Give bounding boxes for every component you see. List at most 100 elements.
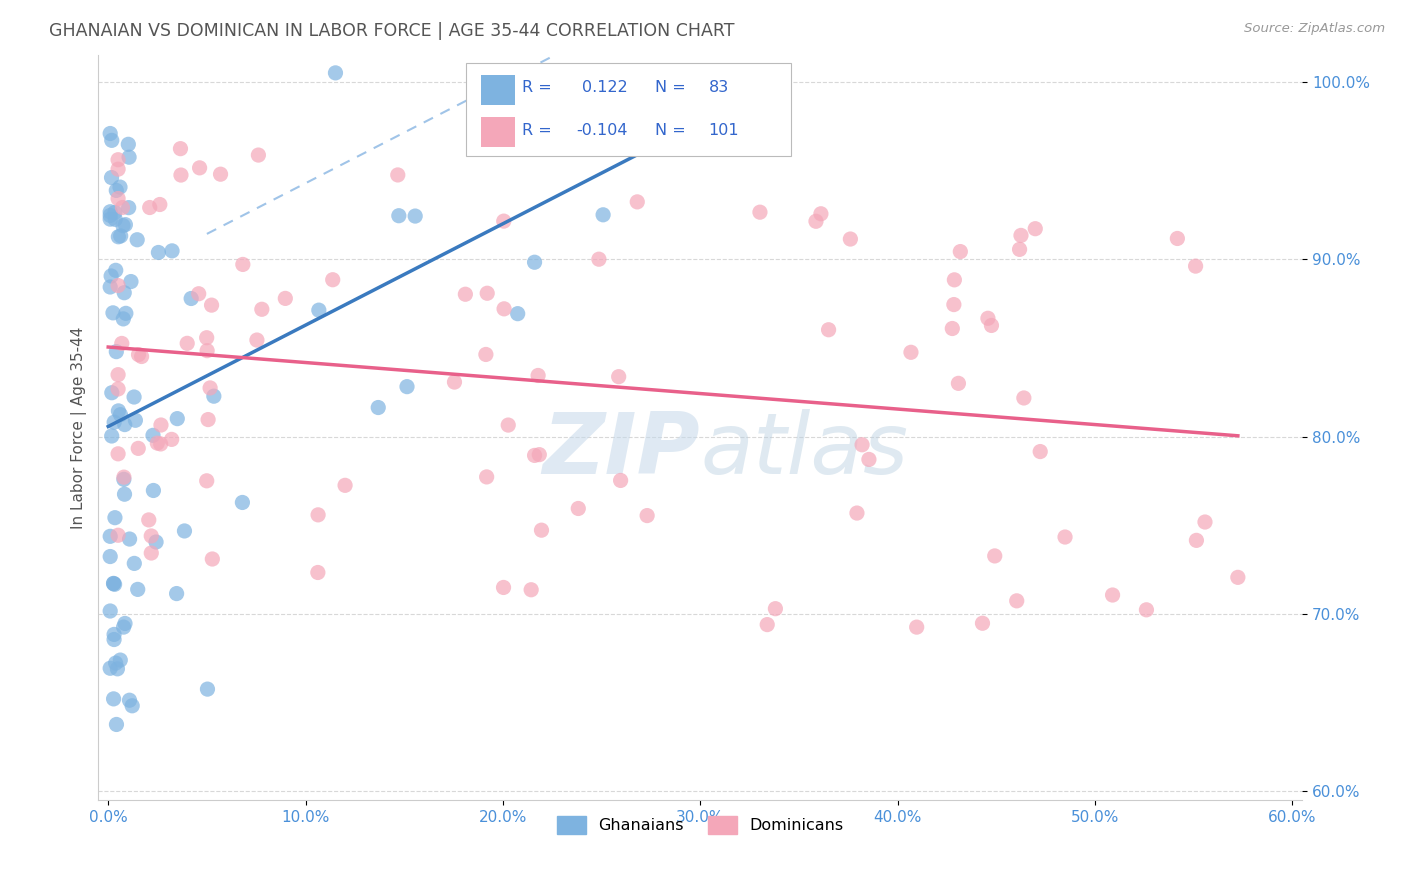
Point — [1005, 594, 1028, 608]
Point — [124, 413, 146, 427]
Point — [112, 620, 135, 634]
FancyBboxPatch shape — [481, 117, 515, 147]
Point — [617, 66, 640, 80]
Point — [1101, 588, 1123, 602]
Point — [131, 350, 153, 364]
Point — [188, 161, 211, 175]
Point — [477, 286, 499, 301]
Point — [110, 408, 132, 422]
Point — [141, 546, 163, 560]
Point — [117, 137, 139, 152]
Point — [98, 661, 121, 675]
Point — [980, 318, 1002, 333]
Point — [146, 436, 169, 450]
Text: N =: N = — [655, 123, 685, 138]
Point — [118, 150, 141, 164]
Point — [567, 501, 589, 516]
Point — [114, 417, 136, 432]
Point — [523, 449, 546, 463]
Point — [905, 620, 928, 634]
Point — [107, 368, 129, 382]
Point — [454, 287, 477, 301]
Point — [170, 168, 193, 182]
Point — [127, 582, 149, 597]
Point — [98, 549, 121, 564]
Point — [103, 576, 125, 591]
Point — [104, 205, 127, 219]
Point — [395, 379, 418, 393]
Point — [112, 311, 135, 326]
Point — [1185, 533, 1208, 548]
Point — [112, 285, 135, 300]
Text: GHANAIAN VS DOMINICAN IN LABOR FORCE | AGE 35-44 CORRELATION CHART: GHANAIAN VS DOMINICAN IN LABOR FORCE | A… — [49, 22, 735, 40]
Point — [1184, 259, 1206, 273]
Point — [506, 307, 529, 321]
Point — [530, 523, 553, 537]
Point — [104, 263, 127, 277]
Point — [103, 576, 125, 591]
Point — [111, 336, 134, 351]
Point — [127, 442, 149, 456]
Point — [977, 311, 1000, 326]
Point — [148, 245, 170, 260]
Point — [810, 207, 832, 221]
Point — [201, 552, 224, 566]
Point — [121, 698, 143, 713]
Point — [104, 510, 127, 524]
Point — [195, 474, 218, 488]
Point — [108, 180, 131, 194]
Point — [149, 417, 172, 432]
Point — [98, 204, 121, 219]
Point — [100, 170, 122, 185]
Text: 83: 83 — [709, 79, 728, 95]
Point — [115, 306, 138, 320]
Point — [527, 368, 550, 383]
Point — [592, 208, 614, 222]
Y-axis label: In Labor Force | Age 35-44: In Labor Force | Age 35-44 — [72, 326, 87, 529]
Point — [112, 470, 135, 484]
Point — [1029, 444, 1052, 458]
Point — [333, 478, 356, 492]
FancyBboxPatch shape — [481, 75, 515, 105]
Point — [197, 682, 219, 697]
Point — [1012, 391, 1035, 405]
Point — [231, 495, 253, 509]
Point — [114, 616, 136, 631]
Point — [114, 487, 136, 501]
Point — [120, 275, 142, 289]
Point — [114, 218, 136, 232]
Text: N =: N = — [655, 79, 685, 95]
Point — [180, 292, 202, 306]
Point — [367, 401, 389, 415]
Point — [107, 192, 129, 206]
Point — [107, 278, 129, 293]
Point — [111, 201, 134, 215]
Point — [105, 344, 128, 359]
Point — [845, 506, 868, 520]
Point — [948, 376, 970, 391]
Point — [187, 286, 209, 301]
Point — [322, 273, 344, 287]
Point — [325, 66, 347, 80]
Point — [246, 333, 269, 347]
Point — [122, 390, 145, 404]
Point — [118, 201, 141, 215]
Point — [858, 452, 880, 467]
Point — [804, 214, 827, 228]
Point — [103, 415, 125, 429]
Point — [1010, 228, 1032, 243]
Point — [851, 438, 873, 452]
Point — [209, 167, 232, 181]
Point — [98, 529, 121, 543]
Point — [110, 653, 132, 667]
Point — [943, 273, 966, 287]
Point — [496, 418, 519, 433]
Point — [250, 302, 273, 317]
Text: 0.122: 0.122 — [582, 79, 628, 95]
Point — [492, 214, 515, 228]
Text: 101: 101 — [709, 123, 740, 138]
Point — [107, 382, 129, 396]
Point — [103, 627, 125, 641]
Point — [949, 244, 972, 259]
Point — [900, 345, 922, 359]
